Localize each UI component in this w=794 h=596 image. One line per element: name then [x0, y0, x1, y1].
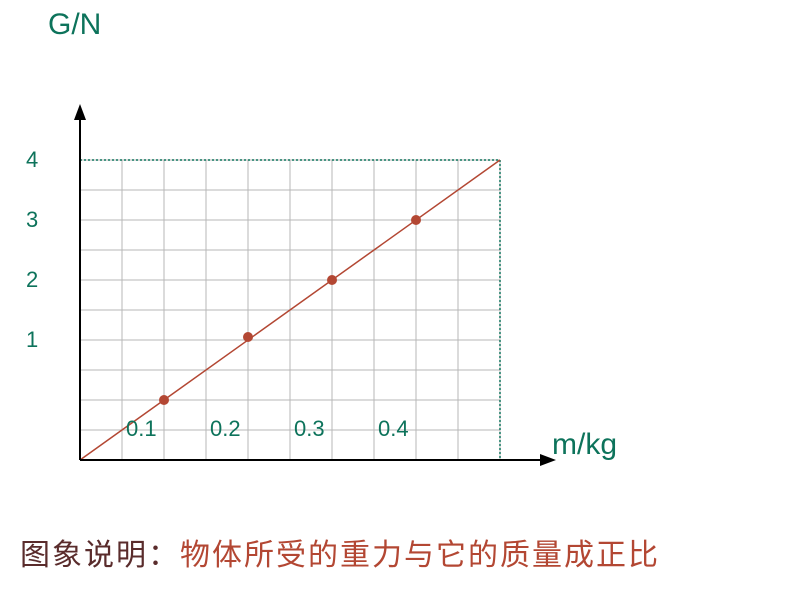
- caption-prefix: 图象说明：: [20, 530, 180, 574]
- caption-text: 物体所受的重力与它的质量成正比: [180, 530, 660, 574]
- y-tick: 2: [26, 267, 38, 293]
- x-tick: 0.3: [294, 416, 325, 442]
- x-tick: 0.1: [126, 416, 157, 442]
- x-tick: 0.2: [210, 416, 241, 442]
- x-tick: 0.4: [378, 416, 409, 442]
- chart: [60, 100, 480, 400]
- y-tick: 4: [26, 147, 38, 173]
- caption: 图象说明： 物体所受的重力与它的质量成正比: [20, 530, 660, 574]
- x-axis-label: m/kg: [552, 428, 617, 462]
- y-tick: 3: [26, 207, 38, 233]
- y-axis-label: G/N: [48, 8, 101, 42]
- y-tick: 1: [26, 327, 38, 353]
